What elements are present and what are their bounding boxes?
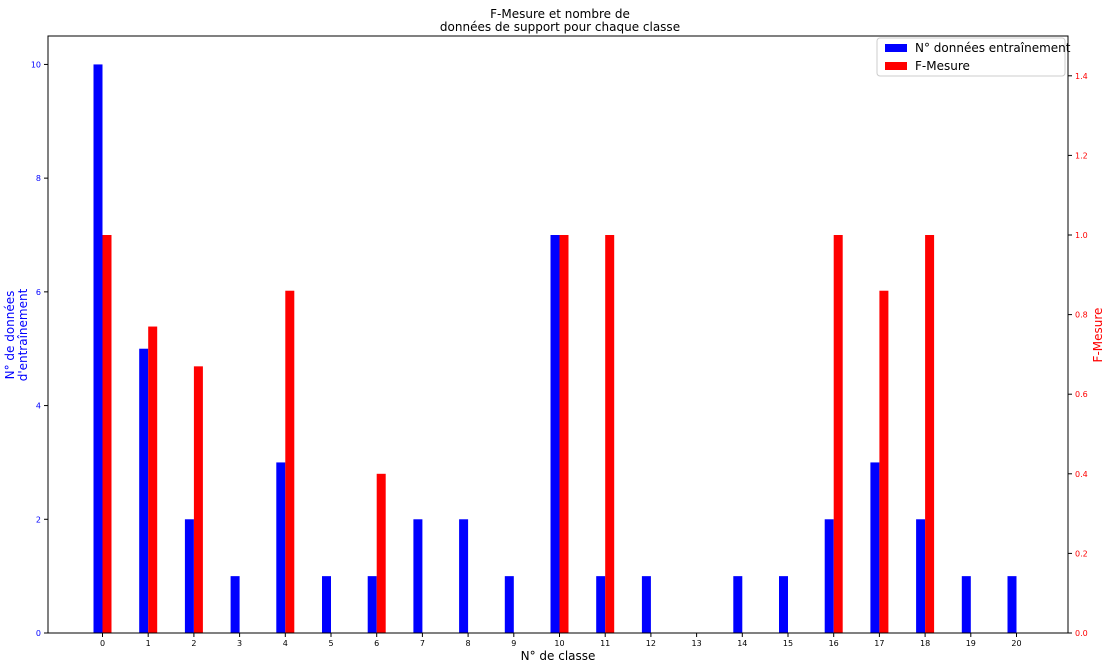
bar-left-19 [961,576,971,633]
x-tick-label-14: 14 [737,639,747,648]
y-right-axis-ticks: 0.0 0.2 0.4 0.6 0.8 1.0 1.2 1.4 [1068,72,1088,638]
series-left-bars [93,64,1017,633]
bar-left-15 [779,576,788,633]
x-tick-label-18: 18 [920,639,930,648]
y-right-tick-label-1.0: 1.0 [1075,231,1088,240]
bar-right-4 [285,290,295,633]
x-tick-label-15: 15 [783,639,793,648]
y-right-axis-label: F-Mesure [1091,308,1105,363]
bar-left-18 [916,519,926,633]
y-left-tick-label-6: 6 [36,288,41,297]
x-tick-label-8: 8 [466,639,471,648]
x-tick-label-9: 9 [511,639,516,648]
legend-swatch-right [885,62,907,70]
legend: N° données entraînement F-Mesure [876,37,1071,77]
legend-swatch-left [885,44,907,52]
bar-left-16 [824,519,834,633]
bar-left-14 [733,576,743,633]
y-left-axis-label-line2: d'entraînement [16,288,30,381]
y-right-tick-label-0.0: 0.0 [1075,629,1088,638]
bar-right-16 [833,235,843,633]
series-right-bars [102,235,935,633]
bar-left-6 [367,576,377,633]
x-axis-ticks: 0 1 2 3 4 5 6 7 8 9 10 11 12 13 14 15 16 17 18 19 20 [100,633,1022,648]
bar-left-2 [184,519,194,633]
bar-left-5 [322,576,331,633]
x-tick-label-20: 20 [1011,639,1021,648]
x-tick-label-4: 4 [283,639,288,648]
y-right-tick-label-1.2: 1.2 [1075,151,1088,160]
x-tick-label-6: 6 [374,639,379,648]
bar-left-8 [459,519,469,633]
bar-left-10 [550,235,560,633]
y-left-axis-label-line1: N° de données [3,291,17,380]
x-axis-label: N° de classe [521,649,596,662]
bar-left-1 [139,348,149,633]
x-tick-label-17: 17 [874,639,884,648]
x-tick-label-5: 5 [328,639,333,648]
x-tick-label-10: 10 [554,639,564,648]
bar-left-17 [870,462,880,633]
y-left-axis-ticks: 0 2 4 6 8 10 [31,60,48,638]
x-tick-label-7: 7 [420,639,425,648]
x-tick-label-1: 1 [146,639,151,648]
legend-box [876,37,1066,77]
bar-right-1 [148,326,158,633]
bar-right-10 [559,235,569,633]
chart-title-line2: données de support pour chaque classe [440,20,680,34]
bar-right-11 [605,235,615,633]
y-right-tick-label-0.6: 0.6 [1075,390,1088,399]
bar-right-0 [102,235,112,633]
bar-left-4 [276,462,286,633]
legend-label-right: F-Mesure [915,59,970,73]
y-right-tick-label-0.8: 0.8 [1075,311,1088,320]
y-right-tick-label-1.4: 1.4 [1075,72,1088,81]
bar-right-17 [879,290,889,633]
x-tick-label-12: 12 [646,639,656,648]
y-left-tick-label-8: 8 [36,174,41,183]
y-left-tick-label-2: 2 [36,515,41,524]
y-right-tick-label-0.2: 0.2 [1075,549,1088,558]
bar-left-0 [93,64,103,633]
bar-right-18 [925,235,935,633]
x-tick-label-13: 13 [692,639,702,648]
y-left-tick-label-10: 10 [31,60,41,69]
x-tick-label-19: 19 [966,639,976,648]
x-tick-label-3: 3 [237,639,242,648]
bar-left-11 [596,576,606,633]
plot-frame [47,35,1069,634]
x-tick-label-16: 16 [829,639,839,648]
y-left-tick-label-4: 4 [36,402,41,411]
y-left-tick-label-0: 0 [36,629,41,638]
chart-title-line1: F-Mesure et nombre de [490,7,630,21]
bar-right-2 [193,366,203,633]
x-tick-label-11: 11 [600,639,610,648]
bar-left-7 [413,519,423,633]
bar-left-12 [641,576,651,633]
x-tick-label-0: 0 [100,639,105,648]
bar-left-3 [230,576,240,633]
bar-left-20 [1007,576,1017,633]
bar-left-9 [504,576,514,633]
x-tick-label-2: 2 [191,639,196,648]
legend-label-left: N° données entraînement [915,41,1071,55]
y-right-tick-label-0.4: 0.4 [1075,470,1088,479]
bar-right-6 [376,473,386,633]
